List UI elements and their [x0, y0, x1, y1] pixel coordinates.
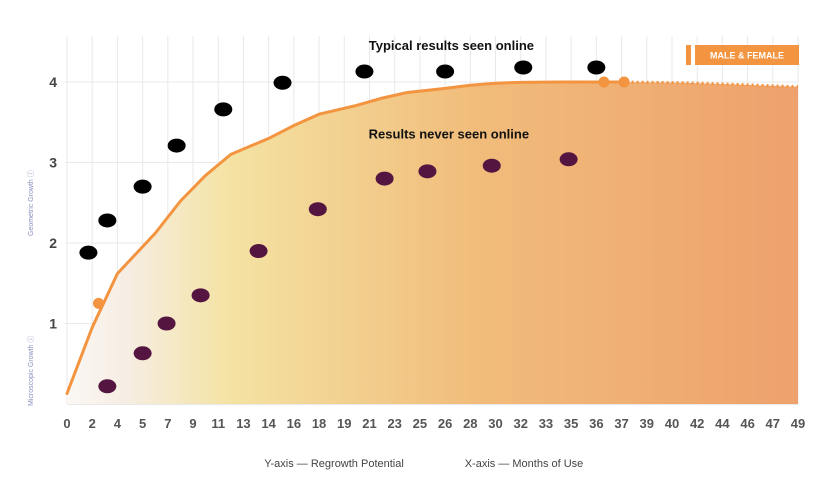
x-tick-label: 16: [287, 416, 301, 431]
growth-curve-dotted-line: [621, 80, 799, 89]
side-label-geometric: Geometric Growth ⓘ: [27, 170, 35, 236]
y-tick-labels: 1 2 3 4: [49, 74, 57, 332]
x-tick-label: 42: [690, 416, 704, 431]
x-tick-label: 33: [539, 416, 553, 431]
typical-result-point: [355, 64, 374, 79]
x-tick-label: 2: [89, 416, 96, 431]
x-tick-label: 49: [791, 416, 805, 431]
typical-result-point: [436, 64, 455, 79]
x-tick-label: 18: [312, 416, 326, 431]
never-result-point: [418, 164, 437, 179]
badge-label: MALE & FEMALE: [710, 51, 784, 61]
x-tick-label: 47: [766, 416, 780, 431]
never-result-point: [133, 346, 152, 361]
x-tick-label: 25: [413, 416, 427, 431]
never-result-point: [157, 316, 176, 331]
y-tick-label: 3: [49, 155, 57, 171]
curve-marker-point: [618, 76, 630, 88]
growth-curve-line: [65, 80, 624, 395]
x-tick-label: 28: [463, 416, 477, 431]
x-tick-label: 36: [589, 416, 603, 431]
x-tick-label: 35: [564, 416, 578, 431]
x-tick-label: 19: [337, 416, 351, 431]
x-tick-label: 11: [211, 416, 225, 431]
x-tick-label: 40: [665, 416, 679, 431]
x-tick-label: 13: [236, 416, 250, 431]
curve-marker-point: [598, 76, 610, 88]
x-tick-label: 30: [488, 416, 502, 431]
annotation-typical-results: Typical results seen online: [369, 38, 534, 53]
x-tick-label: 44: [715, 416, 730, 431]
x-tick-label: 5: [139, 416, 146, 431]
typical-result-point: [587, 60, 606, 75]
y-tick-label: 4: [49, 74, 57, 90]
x-tick-labels: 0 2 4 5 7 9 11 13 14 16 18 19 21 23 25 26 28 30 32 33 35 36 37…: [63, 416, 805, 431]
x-tick-label: 46: [740, 416, 754, 431]
side-label-microscopic: Microscopic Growth ⓘ: [27, 336, 35, 406]
badge-background: [695, 45, 799, 65]
typical-result-point: [133, 179, 152, 194]
curve-area-fill: [67, 82, 798, 404]
x-tick-label: 7: [164, 416, 171, 431]
never-result-point: [308, 202, 327, 217]
typical-result-point: [79, 245, 98, 260]
x-tick-label: 32: [513, 416, 527, 431]
x-tick-label: 23: [387, 416, 401, 431]
scatter-points: [79, 60, 606, 394]
badge-accent-bar: [686, 45, 691, 65]
legend-badge: MALE & FEMALE: [686, 45, 799, 65]
x-tick-label: 4: [114, 416, 122, 431]
typical-result-point: [167, 138, 186, 153]
annotation-never-seen-results: Results never seen online: [369, 126, 529, 141]
curve-marker-point: [93, 297, 105, 309]
footer-x-axis-label: X-axis — Months of Use: [465, 458, 584, 470]
x-tick-label: 39: [640, 416, 654, 431]
never-result-point: [559, 152, 578, 167]
y-tick-label: 2: [49, 235, 57, 251]
x-tick-label: 37: [614, 416, 628, 431]
y-tick-label: 1: [49, 316, 57, 332]
x-tick-label: 9: [189, 416, 196, 431]
typical-result-point: [514, 60, 533, 75]
x-tick-label: 21: [362, 416, 376, 431]
never-result-point: [191, 288, 210, 303]
x-tick-label: 14: [261, 416, 276, 431]
typical-result-point: [214, 102, 233, 117]
footer-y-axis-label: Y-axis — Regrowth Potential: [264, 458, 404, 470]
x-tick-label: 26: [438, 416, 452, 431]
x-tick-label: 0: [63, 416, 70, 431]
never-result-point: [375, 171, 394, 186]
typical-result-point: [273, 75, 292, 90]
curve-markers: [93, 76, 630, 309]
never-result-point: [482, 158, 501, 173]
typical-result-point: [98, 213, 117, 228]
never-result-point: [98, 379, 117, 394]
never-result-point: [249, 244, 268, 259]
